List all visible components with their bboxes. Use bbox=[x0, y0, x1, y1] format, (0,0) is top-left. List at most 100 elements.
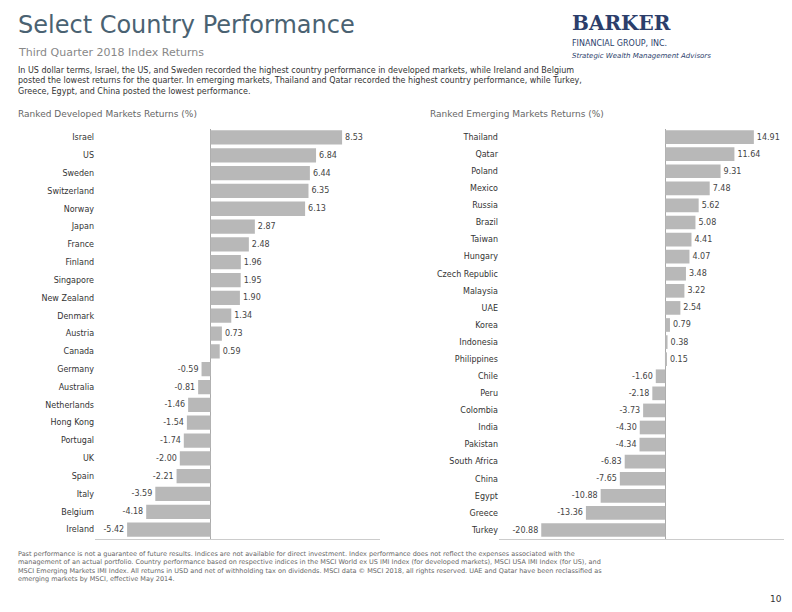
svg-text:6.35: 6.35 bbox=[311, 186, 329, 195]
svg-text:4.07: 4.07 bbox=[692, 252, 710, 261]
svg-text:-4.34: -4.34 bbox=[616, 440, 637, 449]
svg-text:France: France bbox=[67, 240, 94, 249]
svg-text:-5.42: -5.42 bbox=[103, 525, 124, 534]
svg-text:Pakistan: Pakistan bbox=[464, 440, 498, 449]
svg-text:Belgium: Belgium bbox=[61, 508, 94, 517]
svg-text:Colombia: Colombia bbox=[460, 406, 498, 415]
svg-text:FINANCIAL GROUP, INC.: FINANCIAL GROUP, INC. bbox=[572, 39, 667, 48]
svg-text:2.54: 2.54 bbox=[683, 303, 701, 312]
svg-text:Malaysia: Malaysia bbox=[463, 287, 498, 296]
svg-text:Egypt: Egypt bbox=[475, 492, 498, 501]
svg-text:0.38: 0.38 bbox=[671, 338, 689, 347]
svg-text:5.62: 5.62 bbox=[702, 201, 720, 210]
svg-text:11.64: 11.64 bbox=[737, 150, 760, 159]
svg-text:1.95: 1.95 bbox=[244, 276, 262, 285]
svg-text:Finland: Finland bbox=[65, 258, 94, 267]
svg-text:Ranked Developed Markets Retur: Ranked Developed Markets Returns (%) bbox=[18, 109, 197, 119]
svg-text:10: 10 bbox=[770, 594, 782, 604]
svg-text:2.48: 2.48 bbox=[252, 240, 270, 249]
svg-text:1.96: 1.96 bbox=[244, 258, 262, 267]
svg-text:Israel: Israel bbox=[72, 133, 94, 142]
svg-text:Past performance is not a guar: Past performance is not a guarantee of f… bbox=[18, 550, 602, 583]
svg-text:-7.65: -7.65 bbox=[596, 474, 617, 483]
svg-text:Select Country Performance: Select Country Performance bbox=[18, 11, 355, 39]
svg-text:0.73: 0.73 bbox=[225, 329, 243, 338]
svg-text:Netherlands: Netherlands bbox=[45, 401, 94, 410]
svg-text:UAE: UAE bbox=[482, 304, 498, 313]
svg-text:In US dollar terms, Israel, th: In US dollar terms, Israel, the US, and … bbox=[18, 66, 582, 96]
svg-text:3.22: 3.22 bbox=[687, 286, 705, 295]
svg-text:-2.18: -2.18 bbox=[629, 389, 650, 398]
svg-text:Sweden: Sweden bbox=[62, 169, 94, 178]
svg-text:5.08: 5.08 bbox=[698, 218, 716, 227]
svg-text:14.91: 14.91 bbox=[757, 133, 780, 142]
svg-text:7.48: 7.48 bbox=[713, 184, 731, 193]
svg-text:2.87: 2.87 bbox=[258, 222, 276, 231]
svg-text:9.31: 9.31 bbox=[724, 167, 742, 176]
svg-text:Austria: Austria bbox=[66, 329, 94, 338]
svg-text:Poland: Poland bbox=[471, 167, 498, 176]
svg-text:Philippines: Philippines bbox=[455, 355, 498, 364]
svg-text:-20.88: -20.88 bbox=[512, 526, 538, 535]
svg-text:New Zealand: New Zealand bbox=[41, 294, 94, 303]
svg-text:Mexico: Mexico bbox=[470, 184, 498, 193]
svg-text:Qatar: Qatar bbox=[475, 150, 498, 159]
svg-text:Norway: Norway bbox=[64, 205, 95, 214]
svg-text:6.13: 6.13 bbox=[308, 204, 326, 213]
svg-text:1.34: 1.34 bbox=[234, 311, 252, 320]
svg-text:Hong Kong: Hong Kong bbox=[51, 418, 95, 427]
svg-text:-2.00: -2.00 bbox=[156, 454, 177, 463]
svg-text:6.84: 6.84 bbox=[319, 151, 337, 160]
svg-text:Taiwan: Taiwan bbox=[470, 235, 498, 244]
svg-text:-1.46: -1.46 bbox=[164, 400, 185, 409]
svg-text:Strategic Wealth Management Ad: Strategic Wealth Management Advisors bbox=[572, 52, 711, 60]
svg-text:Singapore: Singapore bbox=[54, 276, 94, 285]
svg-text:Canada: Canada bbox=[64, 347, 95, 356]
svg-text:0.79: 0.79 bbox=[673, 320, 691, 329]
svg-text:-1.54: -1.54 bbox=[163, 418, 184, 427]
svg-text:Turkey: Turkey bbox=[471, 526, 498, 535]
svg-text:Hungary: Hungary bbox=[464, 252, 498, 261]
svg-text:-3.73: -3.73 bbox=[619, 406, 640, 415]
svg-text:Switzerland: Switzerland bbox=[47, 187, 94, 196]
svg-text:India: India bbox=[478, 423, 498, 432]
svg-text:-3.59: -3.59 bbox=[132, 489, 153, 498]
svg-text:Portugal: Portugal bbox=[61, 436, 94, 445]
svg-text:Russia: Russia bbox=[472, 201, 498, 210]
svg-text:Ireland: Ireland bbox=[66, 525, 94, 534]
svg-text:-1.74: -1.74 bbox=[160, 436, 181, 445]
svg-text:Thailand: Thailand bbox=[463, 133, 498, 142]
svg-text:Germany: Germany bbox=[57, 365, 94, 374]
svg-text:-4.18: -4.18 bbox=[123, 507, 144, 516]
svg-text:Spain: Spain bbox=[72, 472, 94, 481]
svg-text:Korea: Korea bbox=[475, 321, 498, 330]
svg-text:Chile: Chile bbox=[478, 372, 498, 381]
svg-text:US: US bbox=[83, 151, 94, 160]
svg-text:Italy: Italy bbox=[77, 490, 95, 499]
svg-text:South Africa: South Africa bbox=[449, 457, 498, 466]
svg-text:Ranked Emerging Markets Return: Ranked Emerging Markets Returns (%) bbox=[430, 109, 604, 119]
svg-text:China: China bbox=[475, 475, 498, 484]
svg-text:3.48: 3.48 bbox=[689, 269, 707, 278]
svg-text:-0.81: -0.81 bbox=[174, 383, 195, 392]
svg-text:-1.60: -1.60 bbox=[632, 372, 653, 381]
svg-text:UK: UK bbox=[83, 454, 95, 463]
svg-text:1.90: 1.90 bbox=[243, 293, 261, 302]
svg-text:Peru: Peru bbox=[480, 389, 498, 398]
svg-text:Australia: Australia bbox=[59, 383, 94, 392]
svg-text:0.59: 0.59 bbox=[223, 347, 241, 356]
svg-text:Japan: Japan bbox=[71, 222, 94, 231]
svg-text:-0.59: -0.59 bbox=[178, 365, 199, 374]
svg-text:BARKER: BARKER bbox=[572, 11, 671, 35]
svg-text:8.53: 8.53 bbox=[345, 133, 363, 142]
svg-text:Greece: Greece bbox=[469, 509, 498, 518]
svg-text:-10.88: -10.88 bbox=[572, 491, 598, 500]
svg-text:Indonesia: Indonesia bbox=[459, 338, 498, 347]
svg-text:6.44: 6.44 bbox=[313, 169, 331, 178]
svg-text:-13.36: -13.36 bbox=[557, 508, 583, 517]
svg-text:Denmark: Denmark bbox=[57, 312, 94, 321]
svg-text:Brazil: Brazil bbox=[476, 218, 498, 227]
svg-text:4.41: 4.41 bbox=[694, 235, 712, 244]
svg-text:0.15: 0.15 bbox=[670, 355, 688, 364]
svg-text:-4.30: -4.30 bbox=[616, 423, 637, 432]
